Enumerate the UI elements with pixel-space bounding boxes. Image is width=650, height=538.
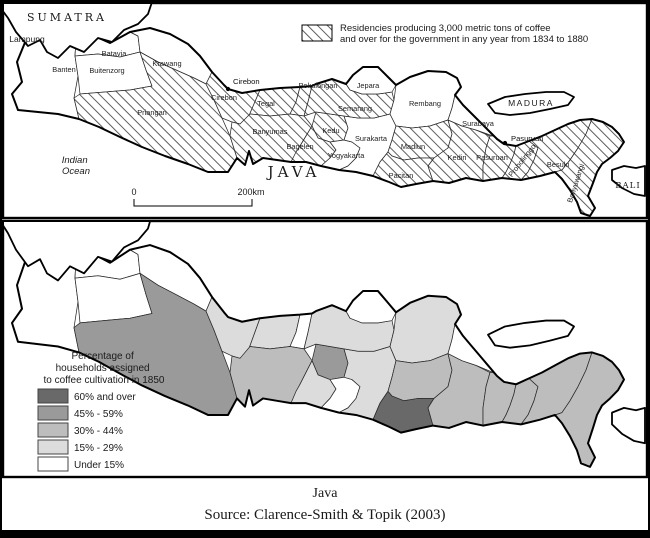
island-bali	[612, 166, 645, 196]
region-label-kediri: Kediri	[448, 153, 467, 162]
region-label-banten: Banten	[52, 65, 75, 74]
region-label-kedu: Kedu	[322, 126, 339, 135]
island-madura	[488, 92, 574, 115]
region-label-batavia: Batavia	[102, 49, 128, 58]
region-label-yogyakarta: Yogyakarta	[328, 151, 366, 160]
top-map-geometry	[4, 4, 645, 216]
legend-swatch-cat1	[37, 456, 69, 472]
region-label-jepara: Jepara	[357, 81, 380, 90]
region-label-rembang: Rembang	[409, 99, 441, 108]
legend-label-cat2: 15% - 29%	[74, 443, 123, 454]
hatch-legend-line2: and over for the government in any year …	[340, 34, 588, 45]
region-label-besuki: Besuki	[547, 160, 570, 169]
legend-label-cat4: 45% - 59%	[74, 409, 123, 420]
region-label-krawang: Krawang	[152, 59, 181, 68]
bottom-map-geometry	[4, 222, 645, 467]
hatch-legend-swatch	[301, 24, 333, 42]
island-sumatra-bottom	[4, 222, 152, 280]
region-label-banyumas: Banyumas	[253, 127, 288, 136]
scale-start-label: 0	[131, 187, 136, 197]
cirebon-city-dot	[225, 86, 231, 92]
choropleth-legend-rows: 60% and over 45% - 59% 30% - 44% 15% - 29% U…	[37, 388, 136, 472]
region-label-surabaya: Surabaya	[462, 119, 495, 128]
region-label-tegal: Tegal	[257, 99, 275, 108]
cirebon-city-label: Cirebon	[233, 77, 260, 86]
scale-bar	[133, 199, 253, 207]
legend-label-cat3: 30% - 44%	[74, 426, 123, 437]
java-coastline	[12, 28, 624, 216]
java-coastline-bottom	[12, 245, 624, 467]
region-label-pekalongan: Pekalongan	[298, 81, 337, 90]
legend-swatch-cat2	[37, 439, 69, 455]
hatch-legend-line1: Residencies producing 3,000 metric tons …	[340, 23, 551, 34]
region-label-cirebon: Cirebon	[211, 93, 237, 102]
indian-ocean-label: Indian Ocean	[62, 155, 91, 177]
region-label-pasuruan: Pasuruan	[476, 153, 508, 162]
island-sumatra	[4, 4, 152, 58]
island-madura-bottom	[488, 321, 574, 348]
madura-label: MADURA	[508, 98, 554, 108]
bali-label: BALI	[615, 181, 640, 191]
legend-label-cat5: 60% and over	[74, 392, 136, 403]
region-label-madiun: Madiun	[401, 142, 425, 151]
region-label-bagelen: Bagelen	[286, 142, 313, 151]
pasuruan-city-dot	[502, 140, 508, 146]
region-label-buitenzorg: Buitenzorg	[89, 66, 124, 75]
choropleth-legend-title: Percentage of households assigned to cof…	[43, 351, 164, 386]
legend-label-cat1: Under 15%	[74, 460, 124, 471]
scale-end-label: 200km	[237, 187, 264, 197]
legend-swatch-cat5	[37, 388, 69, 404]
island-bali-bottom	[612, 408, 645, 443]
caption-island: Java	[313, 486, 339, 501]
region-buitenzorg-bottom	[75, 273, 152, 323]
pasuruan-city-label: Pasuruan	[511, 134, 544, 143]
top-map-region-labels: Banten Batavia Buitenzorg Krawang Priangan Ci…	[52, 49, 586, 204]
lampung-label: Lampung	[9, 34, 45, 44]
region-label-priangan: Priangan	[137, 108, 167, 117]
sumatra-label: SUMATRA	[27, 11, 107, 24]
java-label: JAVA	[266, 163, 321, 181]
caption-source: Source: Clarence-Smith & Topik (2003)	[204, 507, 445, 523]
legend-swatch-cat4	[37, 405, 69, 421]
region-label-surakarta: Surakarta	[355, 134, 388, 143]
region-label-pacitan: Pacitan	[389, 171, 414, 180]
legend-swatch-cat3	[37, 422, 69, 438]
region-label-semarang: Semarang	[338, 104, 372, 113]
